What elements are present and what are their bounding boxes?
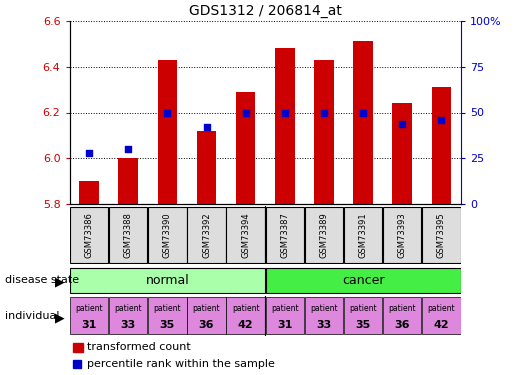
Text: patient: patient [153,304,181,313]
Text: GSM73390: GSM73390 [163,213,172,258]
Text: GSM73393: GSM73393 [398,212,407,258]
FancyBboxPatch shape [148,297,186,334]
Text: 33: 33 [316,320,332,330]
Text: 42: 42 [434,320,449,330]
Bar [74,360,81,368]
Text: 31: 31 [277,320,293,330]
Point [320,110,328,116]
Bar [74,343,83,352]
FancyBboxPatch shape [344,297,382,334]
Text: ▶: ▶ [55,275,64,288]
Bar [236,92,255,204]
Text: GSM73389: GSM73389 [319,212,329,258]
Text: GSM73395: GSM73395 [437,213,446,258]
FancyBboxPatch shape [70,207,108,263]
FancyBboxPatch shape [383,297,421,334]
Point [281,110,289,116]
Text: 35: 35 [160,320,175,330]
Text: patient: patient [271,304,299,313]
Text: disease state: disease state [5,275,79,285]
Text: patient: patient [75,304,103,313]
Text: GSM73387: GSM73387 [280,212,289,258]
FancyBboxPatch shape [305,207,343,263]
Text: patient: patient [388,304,416,313]
FancyBboxPatch shape [109,297,147,334]
Text: GSM73388: GSM73388 [124,212,133,258]
FancyBboxPatch shape [187,207,226,263]
Bar [158,60,177,204]
Bar [432,87,451,204]
Bar [392,103,412,204]
Text: 42: 42 [238,320,253,330]
Text: patient: patient [114,304,142,313]
Text: patient: patient [310,304,338,313]
Text: GSM73386: GSM73386 [84,212,94,258]
FancyBboxPatch shape [70,297,108,334]
Bar [314,60,334,204]
Point [242,110,250,116]
Text: GSM73392: GSM73392 [202,213,211,258]
Text: cancer: cancer [342,274,384,287]
Text: normal: normal [146,274,189,287]
FancyBboxPatch shape [266,297,304,334]
Point [85,150,93,156]
Bar [275,48,295,204]
Text: patient: patient [349,304,377,313]
Text: ▶: ▶ [55,311,64,324]
FancyBboxPatch shape [305,297,343,334]
Text: 36: 36 [199,320,214,330]
Text: patient: patient [232,304,260,313]
Text: 36: 36 [394,320,410,330]
FancyBboxPatch shape [266,207,304,263]
Point [163,110,171,116]
Point [398,120,406,126]
FancyBboxPatch shape [383,207,421,263]
Text: patient: patient [193,304,220,313]
Text: individual: individual [5,311,60,321]
Text: transformed count: transformed count [87,342,191,352]
Title: GDS1312 / 206814_at: GDS1312 / 206814_at [189,4,341,18]
FancyBboxPatch shape [109,207,147,263]
Bar [118,158,138,204]
Text: GSM73394: GSM73394 [241,213,250,258]
FancyBboxPatch shape [422,297,460,334]
Point [124,146,132,152]
FancyBboxPatch shape [422,207,460,263]
FancyBboxPatch shape [227,297,265,334]
Point [359,110,367,116]
FancyBboxPatch shape [344,207,382,263]
Text: percentile rank within the sample: percentile rank within the sample [87,359,275,369]
Point [202,124,211,130]
Text: 31: 31 [81,320,97,330]
FancyBboxPatch shape [148,207,186,263]
FancyBboxPatch shape [70,268,265,293]
FancyBboxPatch shape [227,207,265,263]
Text: GSM73391: GSM73391 [358,213,368,258]
Text: 35: 35 [355,320,371,330]
Bar [79,182,99,204]
Point [437,117,445,123]
Bar [197,131,216,204]
Text: patient: patient [427,304,455,313]
Bar [353,41,373,204]
Text: 33: 33 [121,320,136,330]
FancyBboxPatch shape [266,268,460,293]
FancyBboxPatch shape [187,297,226,334]
